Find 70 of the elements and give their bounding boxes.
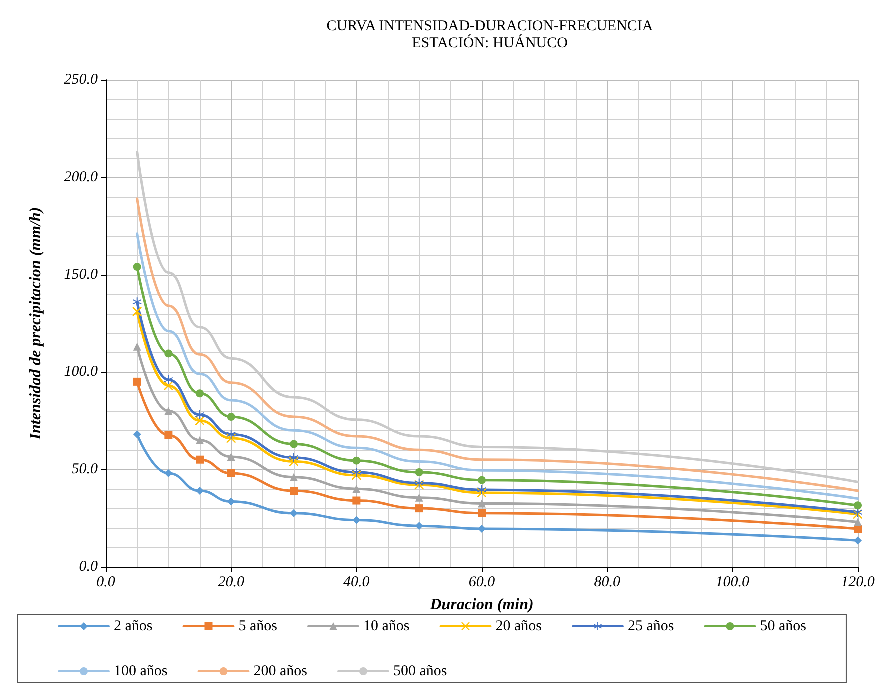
point bbox=[478, 486, 486, 495]
point bbox=[133, 263, 142, 272]
point bbox=[290, 453, 298, 462]
point bbox=[352, 468, 362, 478]
y-tick-label: 100.0 bbox=[64, 364, 98, 380]
x-tick-label: 100.0 bbox=[716, 574, 750, 590]
point bbox=[290, 487, 298, 496]
point bbox=[132, 298, 142, 307]
point bbox=[290, 509, 298, 518]
point bbox=[352, 485, 361, 494]
y-tick-label: 150.0 bbox=[64, 266, 98, 283]
x-tick-label: 20.0 bbox=[218, 574, 245, 590]
point bbox=[164, 432, 173, 440]
point bbox=[133, 430, 142, 439]
point bbox=[478, 476, 486, 484]
point bbox=[164, 375, 174, 384]
point bbox=[352, 516, 361, 524]
legend-label: 200 años bbox=[254, 664, 308, 680]
point bbox=[196, 487, 204, 496]
point bbox=[478, 509, 486, 518]
point bbox=[196, 390, 204, 398]
legend-label: 100 años bbox=[114, 664, 168, 680]
point bbox=[227, 452, 236, 461]
point bbox=[415, 504, 424, 513]
point bbox=[415, 468, 424, 477]
point bbox=[164, 350, 173, 358]
point bbox=[352, 496, 361, 505]
point bbox=[478, 500, 486, 508]
x-tick-label: 40.0 bbox=[344, 574, 370, 590]
point bbox=[854, 518, 862, 526]
point bbox=[196, 456, 204, 464]
point bbox=[132, 307, 142, 316]
x-tick-label: 120.0 bbox=[841, 574, 876, 590]
chart-title: CURVA INTENSIDAD-DURACION-FRECUENCIA bbox=[326, 18, 654, 34]
legend-label: 20 años bbox=[496, 618, 542, 634]
y-tick-label: 0.0 bbox=[79, 559, 98, 575]
legend-label: 500 años bbox=[393, 664, 448, 680]
point bbox=[352, 456, 361, 465]
legend-label: 25 años bbox=[628, 618, 674, 634]
x-axis-title: Duracion (min) bbox=[429, 596, 534, 614]
legend-label: 5 años bbox=[238, 618, 278, 634]
point bbox=[478, 525, 486, 534]
point bbox=[133, 342, 142, 351]
point bbox=[854, 536, 862, 545]
point bbox=[196, 410, 204, 420]
point bbox=[164, 469, 173, 478]
point bbox=[196, 416, 204, 426]
y-tick-label: 200.0 bbox=[64, 169, 98, 186]
point bbox=[415, 494, 424, 502]
point bbox=[133, 378, 142, 386]
x-tick-label: 0.0 bbox=[96, 574, 116, 590]
y-tick-label: 250.0 bbox=[64, 72, 98, 88]
y-tick-label: 50.0 bbox=[72, 462, 98, 478]
point bbox=[164, 407, 173, 416]
legend-label: 10 años bbox=[363, 618, 410, 634]
point bbox=[227, 413, 236, 421]
legend-label: 50 años bbox=[760, 618, 807, 634]
point bbox=[854, 502, 862, 510]
point bbox=[227, 498, 236, 506]
x-tick-label: 60.0 bbox=[468, 574, 496, 590]
point bbox=[226, 430, 236, 440]
y-axis-title: Intensidad de precipitacion (mm/h) bbox=[28, 207, 44, 441]
point bbox=[196, 436, 204, 444]
legend-label: 2 años bbox=[114, 618, 153, 634]
x-tick-label: 80.0 bbox=[594, 574, 621, 590]
point bbox=[415, 522, 424, 530]
point bbox=[290, 440, 298, 448]
point bbox=[290, 473, 298, 482]
chart-subtitle: ESTACIÓN: HUÁNUCO bbox=[412, 34, 568, 52]
point bbox=[227, 469, 236, 478]
